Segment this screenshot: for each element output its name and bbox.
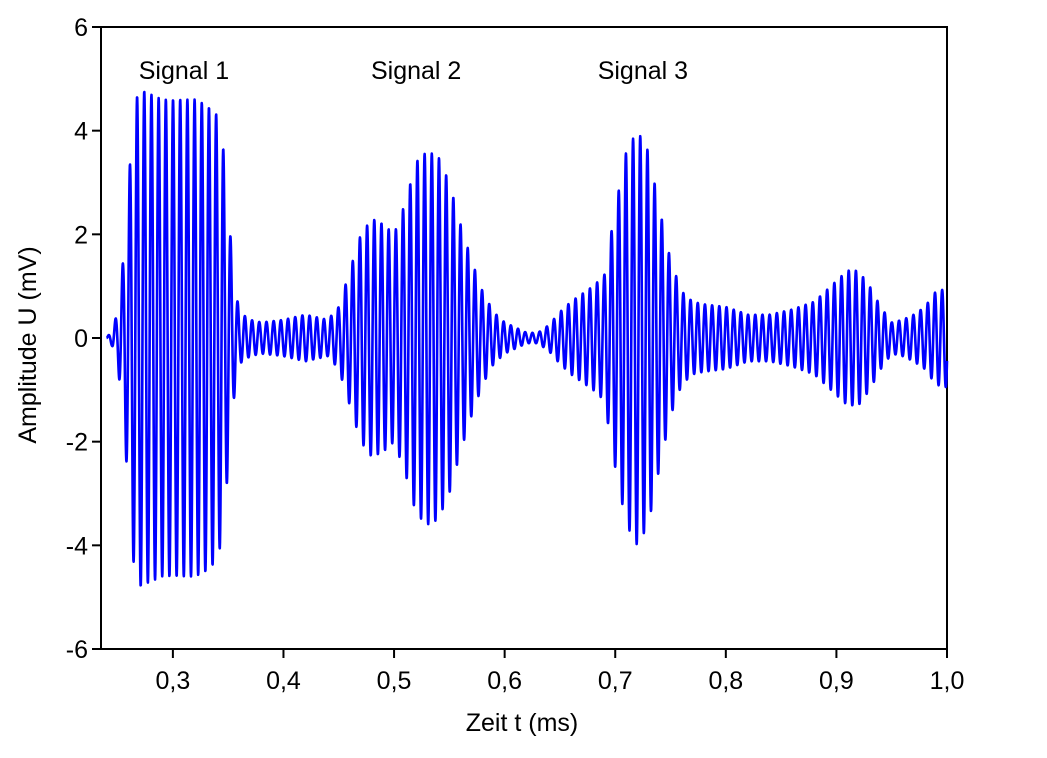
x-axis-label: Zeit t (ms) [466,709,579,737]
x-axis-ticks: 0,3 0,4 0,5 0,6 0,7 0,8 0,9 1,0 [155,649,964,695]
x-tick-label: 0,3 [155,667,190,695]
y-axis-ticks: -6 -4 -2 0 2 4 6 [66,14,101,664]
y-tick-label: 6 [74,14,88,42]
y-tick-label: -2 [66,429,88,457]
y-tick-label: 0 [74,325,88,353]
signal-annotation: Signal 3 [598,57,688,85]
x-tick-label: 0,7 [598,667,633,695]
signal-annotation: Signal 2 [371,57,461,85]
y-tick-label: 2 [74,221,88,249]
y-axis-label: Amplitude U (mV) [14,246,42,443]
x-tick-label: 0,8 [708,667,743,695]
y-tick-label: -6 [66,636,88,664]
x-tick-label: 1,0 [930,667,965,695]
signal-line [105,90,949,587]
x-tick-label: 0,4 [266,667,301,695]
y-tick-label: -4 [66,532,88,560]
x-tick-label: 0,6 [487,667,522,695]
series-layer [105,90,949,587]
x-tick-label: 0,5 [377,667,412,695]
signal-annotations: Signal 1 Signal 2 Signal 3 [139,57,688,85]
signal-annotation: Signal 1 [139,57,229,85]
x-tick-label: 0,9 [819,667,854,695]
y-tick-label: 4 [74,118,88,146]
